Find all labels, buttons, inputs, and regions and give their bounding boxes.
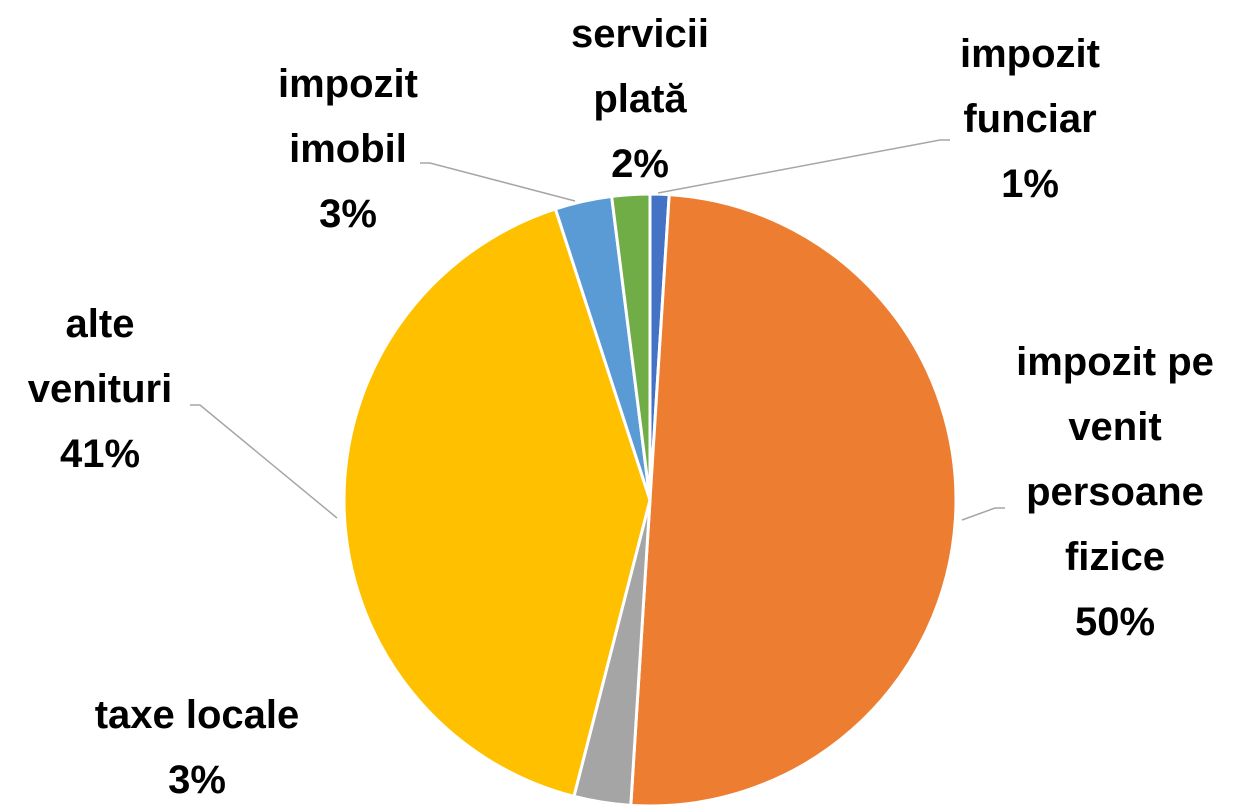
category-label: servicii plată [571,12,709,121]
category-label: alte venituri [27,302,173,411]
pie-slice [629,193,958,808]
category-label: impozit imobil [278,62,418,171]
value-label: 41% [59,432,141,476]
value-label: 1% [1001,162,1059,206]
value-label: 50% [1074,600,1156,644]
pie-slice [609,192,652,501]
leader-line [420,162,576,202]
data-label: taxe locale 3% [47,683,347,810]
data-label: impozit pe venit persoane fizice 50% [990,330,1234,655]
category-label: impozit funciar [960,32,1100,141]
category-label: taxe locale [94,693,300,737]
data-label: impozit imobil 3% [248,52,448,247]
data-label: impozit funciar 1% [930,22,1130,217]
category-label: impozit pe venit persoane fizice [1016,340,1214,579]
leader-line [190,404,338,519]
pie-slice [342,207,652,799]
value-label: 3% [168,758,226,802]
leader-line [961,507,1005,521]
data-label: alte venituri 41% [0,292,200,487]
value-label: 2% [611,142,669,186]
value-label: 3% [319,192,377,236]
leader-line [657,139,950,194]
data-label: servicii plată 2% [540,2,740,197]
